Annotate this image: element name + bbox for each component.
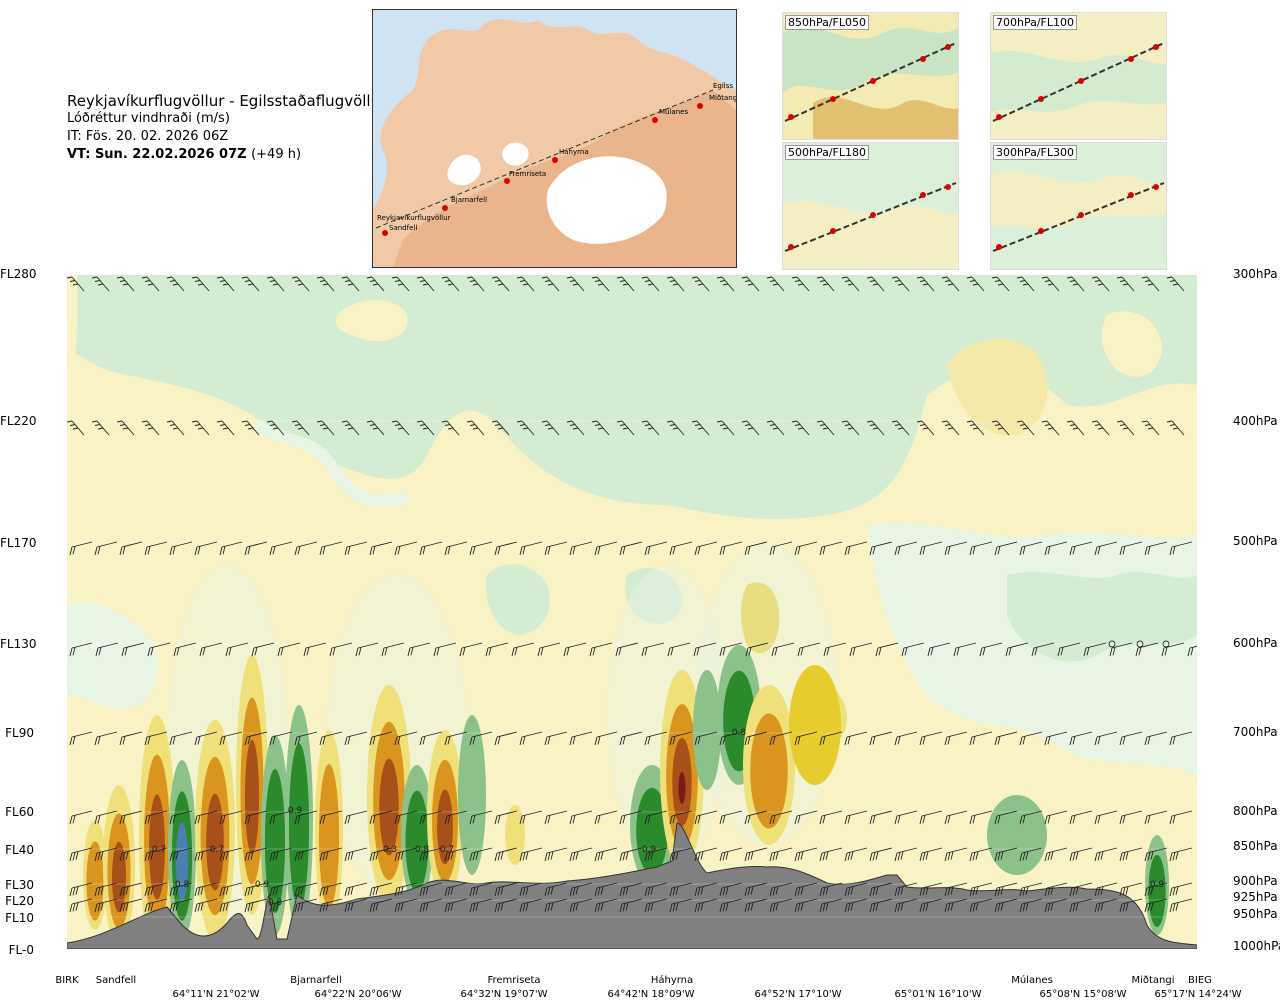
y-right-label: 500hPa [1233, 534, 1278, 548]
route-title: Reykjavíkurflugvöllur - Egilsstaðaflugvö… [67, 92, 387, 110]
svg-text:0.9: 0.9 [288, 806, 303, 816]
coordinate-label: 65°17'N 14°24'W [1154, 989, 1242, 1000]
y-right-label: 800hPa [1233, 804, 1278, 818]
valid-time-line: VT: Sun. 22.02.2026 07Z (+49 h) [67, 146, 386, 164]
wind-barbs [67, 276, 1197, 913]
y-left-label: FL20 [5, 894, 34, 908]
y-right-label: 850hPa [1233, 839, 1278, 853]
y-left-label: FL30 [5, 878, 34, 892]
thumbnail-700hpa[interactable]: 700hPa/FL100 [990, 12, 1167, 140]
svg-text:0.8: 0.8 [732, 728, 747, 738]
pressure-gridlines [67, 420, 1197, 918]
coordinate-label: 64°32'N 19°07'W [460, 989, 548, 1000]
svg-text:0.7: 0.7 [210, 845, 224, 855]
svg-text:0.8: 0.8 [415, 845, 430, 855]
coordinate-label: 64°42'N 18°09'W [607, 989, 695, 1000]
waypoint-label-bieg: BIEG [1188, 975, 1212, 986]
y-right-label: 900hPa [1233, 874, 1278, 888]
route-map: Reykjavíkurflugvöllur Sandfell Bjarnarfe… [372, 9, 737, 268]
valid-time: VT: Sun. 22.02.2026 07Z [67, 147, 247, 162]
map-label-fremriseta: Fremriseta [509, 170, 547, 178]
map-label-egilsstadir: Egilss [713, 82, 734, 90]
svg-text:0.7: 0.7 [152, 845, 166, 855]
map-label-midtangi: Miðtangi [709, 94, 737, 102]
waypoint-label-birk: BIRK [55, 975, 79, 986]
thumbnail-850hpa-label: 850hPa/FL050 [785, 15, 870, 30]
map-label-hahyrna: Háhyrna [559, 148, 589, 156]
variable-label: Lóðréttur vindhraði (m/s) [67, 111, 230, 126]
y-left-label: FL10 [5, 911, 34, 925]
coordinate-label: 64°52'N 17°10'W [754, 989, 842, 1000]
upper-level-fields [67, 275, 1197, 520]
thumbnail-300hpa[interactable]: 300hPa/FL300 [990, 142, 1167, 270]
y-left-label: FL90 [5, 726, 34, 740]
map-label-sandfell: Sandfell [389, 224, 418, 232]
y-right-label: 700hPa [1233, 725, 1278, 739]
svg-text:0.8: 0.8 [268, 898, 283, 908]
coordinate-label: 64°11'N 21°02'W [172, 989, 260, 1000]
y-left-label: FL220 [0, 414, 37, 428]
y-right-label: 925hPa [1233, 890, 1278, 904]
svg-text:0.8: 0.8 [175, 880, 190, 890]
cross-section-plot: 0.7 0.8 0.7 0.9 0.8 0.9 0.3 0.8 0.7 0.9 0.8 0.9 [67, 275, 1197, 949]
y-right-label: 300hPa [1233, 267, 1278, 281]
waypoint-label-mulanes: Múlanes [1011, 975, 1053, 986]
mountain-wave-fields [83, 545, 1169, 949]
thumbnail-500hpa-graphic [783, 143, 958, 269]
thumbnail-700hpa-label: 700hPa/FL100 [993, 15, 1078, 30]
y-left-label: FL170 [0, 536, 37, 550]
thumbnail-850hpa-graphic [783, 13, 958, 139]
y-right-label: 1000hPa [1233, 939, 1280, 953]
map-label-mulanes: Múlanes [659, 108, 689, 116]
thumbnail-500hpa[interactable]: 500hPa/FL180 [782, 142, 959, 270]
y-right-label: 950hPa [1233, 907, 1278, 921]
map-label-reykjavik: Reykjavíkurflugvöllur [377, 214, 451, 222]
chart-title-block: Reykjavíkurflugvöllur - Egilsstaðaflugvö… [67, 92, 386, 164]
waypoint-label-sandfell: Sandfell [95, 975, 137, 986]
map-label-bjarnarfell: Bjarnarfell [451, 196, 488, 204]
svg-text:0.9: 0.9 [1150, 880, 1165, 890]
coordinate-label: 65°01'N 16°10'W [894, 989, 982, 1000]
issue-time: IT: Fös. 20. 02. 2026 06Z [67, 129, 229, 144]
y-left-label: FL130 [0, 637, 37, 651]
svg-text:0.7: 0.7 [440, 845, 454, 855]
waypoint-label-midtangi: Miðtangi [1131, 975, 1175, 986]
coordinate-label: 64°22'N 20°06'W [314, 989, 402, 1000]
y-left-label: FL60 [5, 805, 34, 819]
thumbnail-300hpa-label: 300hPa/FL300 [993, 145, 1078, 160]
svg-text:0.9: 0.9 [642, 845, 657, 855]
y-left-label: FL-0 [8, 943, 34, 957]
cross-section-graphic: 0.7 0.8 0.7 0.9 0.8 0.9 0.3 0.8 0.7 0.9 0.8 0.9 [67, 275, 1197, 949]
y-left-label: FL280 [0, 267, 37, 281]
waypoint-label-hahyrna: Háhyrna [650, 975, 694, 986]
y-right-label: 600hPa [1233, 636, 1278, 650]
y-left-label: FL40 [5, 843, 34, 857]
thumbnail-700hpa-graphic [991, 13, 1166, 139]
svg-text:0.9: 0.9 [255, 880, 270, 890]
contour-labels: 0.7 0.8 0.7 0.9 0.8 0.9 0.3 0.8 0.7 0.9 0.8 0.9 [152, 728, 1165, 908]
coordinate-label: 65°08'N 15°08'W [1039, 989, 1127, 1000]
waypoint-label-fremriseta: Fremriseta [487, 975, 541, 986]
thumbnail-300hpa-graphic [991, 143, 1166, 269]
lead-time: (+49 h) [251, 147, 302, 162]
svg-text:0.3: 0.3 [383, 845, 397, 855]
thumbnail-850hpa[interactable]: 850hPa/FL050 [782, 12, 959, 140]
y-right-label: 400hPa [1233, 414, 1278, 428]
thumbnail-500hpa-label: 500hPa/FL180 [785, 145, 870, 160]
route-map-graphic [373, 19, 736, 267]
waypoint-label-bjarnarfell: Bjarnarfell [290, 975, 342, 986]
